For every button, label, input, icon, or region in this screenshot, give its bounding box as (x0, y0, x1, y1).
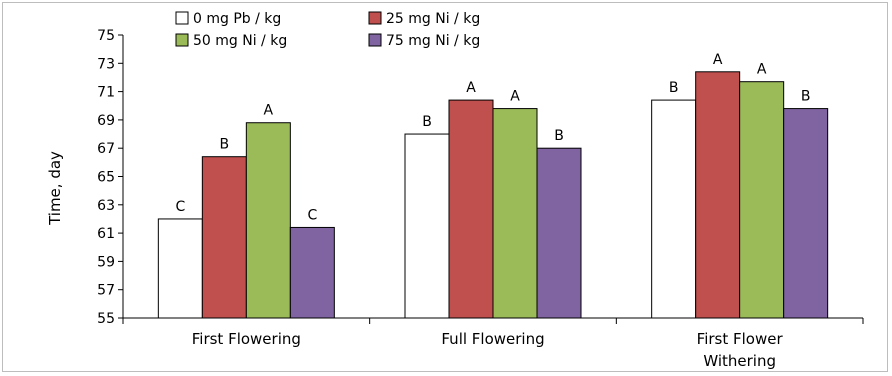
bar-significance-label: B (801, 89, 811, 105)
y-tick-label: 65 (97, 170, 115, 186)
legend-label: 75 mg Ni / kg (386, 33, 480, 49)
bar (739, 81, 785, 319)
y-axis-label: Time, day (46, 151, 64, 226)
bar-significance-label: A (264, 103, 274, 119)
bar (651, 99, 697, 319)
y-tick-label: 55 (97, 311, 115, 327)
legend-swatch (175, 11, 189, 25)
legend-label: 0 mg Pb / kg (193, 11, 281, 27)
chart-frame: Time, day 55 57 59 61 63 65 67 69 71 73 75 C B A C Firs… (2, 2, 888, 372)
x-tick-label: First Flower (697, 330, 784, 348)
bar (492, 108, 538, 319)
y-tick-label: 61 (97, 226, 115, 242)
bar-significance-label: C (307, 207, 317, 223)
bar (695, 71, 741, 319)
legend-swatch (175, 33, 189, 47)
bar (201, 156, 247, 319)
legend-swatch (368, 33, 382, 47)
y-tick-label: 63 (97, 198, 115, 214)
bar-significance-label: A (713, 52, 723, 68)
bar (157, 218, 203, 319)
bar (289, 226, 335, 319)
bar-significance-label: B (669, 80, 679, 96)
bar-significance-label: C (175, 199, 185, 215)
bar-significance-label: B (554, 128, 564, 144)
bar-significance-label: A (466, 80, 476, 96)
y-tick-label: 67 (97, 141, 115, 157)
bar-significance-label: A (757, 62, 767, 78)
y-tick-label: 71 (97, 85, 115, 101)
bar (536, 147, 582, 319)
x-tick-label: Withering (703, 352, 776, 370)
legend-label: 25 mg Ni / kg (386, 11, 480, 27)
bar (448, 99, 494, 319)
bar-significance-label: B (220, 137, 230, 153)
bar (245, 122, 291, 319)
bar-significance-label: A (510, 89, 520, 105)
bar-chart: Time, day 55 57 59 61 63 65 67 69 71 73 75 C B A C Firs… (46, 11, 864, 370)
y-tick-label: 69 (97, 113, 115, 129)
y-tick-label: 57 (97, 283, 115, 299)
bar (783, 108, 829, 319)
x-tick-label: Full Flowering (441, 330, 544, 348)
x-tick-label: First Flowering (192, 330, 301, 348)
legend-label: 50 mg Ni / kg (193, 33, 287, 49)
y-tick-label: 73 (97, 56, 115, 72)
bar-significance-label: B (422, 114, 432, 130)
legend-swatch (368, 11, 382, 25)
y-tick-label: 59 (97, 254, 115, 270)
bar (404, 133, 450, 319)
y-tick-label: 75 (97, 28, 115, 44)
